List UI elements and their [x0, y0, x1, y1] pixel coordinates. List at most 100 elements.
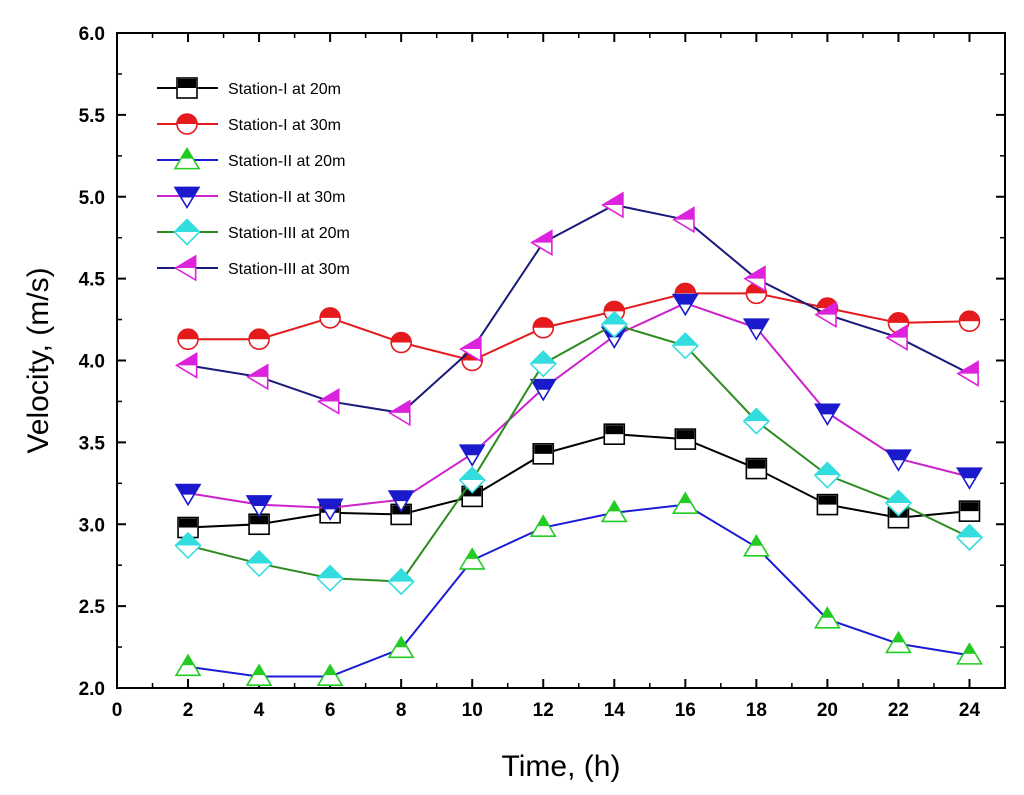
data-point [956, 642, 983, 665]
y-tick-label: 4.5 [79, 270, 106, 291]
data-point [174, 653, 202, 677]
data-point [387, 635, 415, 659]
data-point [814, 301, 837, 329]
data-point [742, 407, 770, 435]
data-point [885, 324, 908, 351]
legend-item: Station-II at 20m [157, 146, 345, 170]
x-tick-label: 14 [604, 700, 626, 721]
data-point [601, 191, 624, 219]
data-point [958, 500, 981, 522]
data-point [958, 310, 981, 333]
series-2 [177, 282, 981, 372]
data-point [956, 467, 983, 490]
series-line [187, 503, 970, 678]
series-line [187, 323, 970, 583]
x-tick-label: 4 [254, 700, 265, 721]
data-point [174, 483, 202, 507]
data-point [319, 307, 341, 329]
data-point [600, 499, 628, 523]
data-point [530, 229, 553, 257]
data-point [671, 491, 699, 515]
data-point [174, 352, 198, 379]
data-point [813, 403, 841, 426]
x-tick-label: 18 [746, 700, 767, 721]
data-point [671, 293, 699, 317]
data-point [885, 449, 912, 472]
data-point [742, 318, 770, 341]
data-point [955, 523, 984, 551]
x-tick-label: 0 [112, 700, 123, 721]
data-point [532, 316, 555, 339]
series-5 [174, 310, 984, 596]
legend-item: Station-II at 30m [157, 186, 345, 210]
legend-item: Station-III at 30m [157, 254, 350, 282]
legend-item: Station-I at 30m [157, 113, 341, 135]
y-tick-label: 2.5 [79, 597, 106, 618]
data-point [529, 350, 557, 378]
x-tick-label: 10 [462, 700, 483, 721]
y-tick-label: 2.0 [79, 679, 105, 700]
data-point [956, 360, 979, 388]
legend-label: Station-II at 20m [228, 153, 345, 170]
data-point [245, 663, 273, 686]
series-3 [174, 491, 983, 686]
y-tick-label: 4.0 [79, 352, 105, 373]
data-point [388, 399, 411, 427]
series-6 [174, 191, 979, 427]
data-point [459, 335, 482, 363]
x-tick-label: 2 [183, 700, 194, 721]
legend: Station-I at 20m Station-I at 30m Station-… [157, 77, 350, 282]
legend-marker [173, 146, 201, 170]
series-line [187, 302, 970, 509]
data-point [316, 564, 344, 592]
y-tick-label: 5.5 [79, 106, 106, 127]
axes-layer: 0 2 4 6 8 10 12 14 16 18 20 22 242.02.53.03.54.04.55… [79, 24, 1006, 721]
data-point [529, 378, 557, 402]
data-point [458, 466, 486, 494]
legend-label: Station-III at 30m [228, 261, 350, 278]
y-tick-label: 6.0 [79, 24, 105, 45]
data-point [603, 423, 626, 445]
series-line [187, 203, 970, 414]
data-point [174, 531, 202, 560]
data-point [813, 606, 841, 629]
data-point [317, 388, 340, 415]
x-tick-label: 6 [325, 700, 336, 721]
legend-marker [173, 254, 197, 282]
legend-label: Station-I at 20m [228, 81, 341, 98]
data-point [745, 457, 768, 480]
data-point [177, 328, 199, 351]
data-point [884, 489, 913, 517]
legend-item: Station-III at 20m [157, 218, 350, 246]
data-point [885, 630, 912, 654]
legend-label: Station-I at 30m [228, 117, 341, 134]
data-point [816, 493, 839, 516]
data-point [742, 534, 770, 557]
y-tick-label: 3.5 [79, 433, 106, 454]
legend-label: Station-II at 30m [228, 189, 345, 206]
x-tick-label: 20 [817, 700, 838, 721]
x-tick-label: 12 [533, 700, 554, 721]
x-tick-label: 24 [959, 700, 981, 721]
data-point [245, 495, 273, 518]
series-line [187, 433, 970, 529]
series-layer [174, 191, 984, 686]
y-tick-label: 3.0 [79, 515, 105, 536]
data-point [671, 332, 699, 360]
y-axis-title: Velocity, (m/s) [22, 267, 55, 453]
data-point [316, 498, 344, 521]
data-point [246, 363, 269, 391]
x-tick-label: 8 [396, 700, 407, 721]
legend-marker [176, 113, 198, 135]
data-point [248, 513, 270, 536]
data-point [387, 490, 415, 513]
x-tick-label: 16 [675, 700, 696, 721]
y-tick-label: 5.0 [79, 188, 105, 209]
data-point [600, 310, 628, 339]
data-point [672, 206, 695, 234]
series-4 [174, 293, 983, 521]
data-point [458, 547, 486, 570]
series-line [188, 292, 970, 362]
data-point [813, 461, 842, 489]
